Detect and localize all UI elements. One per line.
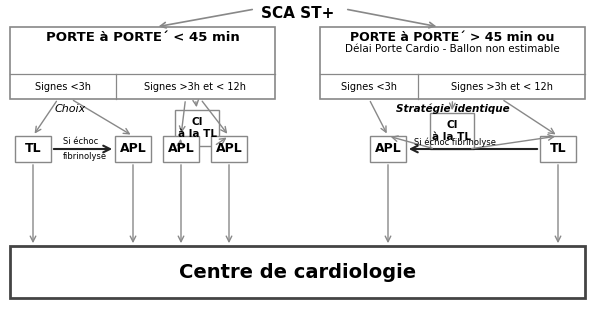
Text: APL: APL (375, 143, 401, 155)
Text: APL: APL (216, 143, 242, 155)
Text: Signes >3h et < 12h: Signes >3h et < 12h (144, 82, 247, 92)
Text: CI
à la TL: CI à la TL (432, 120, 472, 142)
Text: Délai Porte Cardio - Ballon non estimable: Délai Porte Cardio - Ballon non estimabl… (345, 44, 560, 54)
Text: PORTE à PORTE´ > 45 min ou: PORTE à PORTE´ > 45 min ou (350, 31, 555, 44)
Bar (175, 110, 219, 146)
Bar (370, 136, 406, 162)
Bar (163, 136, 199, 162)
Bar (430, 113, 474, 149)
Bar (540, 136, 576, 162)
Bar (115, 136, 151, 162)
Bar (10, 246, 585, 298)
Text: APL: APL (168, 143, 195, 155)
Text: Si échoc: Si échoc (63, 137, 99, 146)
Bar (211, 136, 247, 162)
Text: CI
à la TL: CI à la TL (177, 117, 217, 139)
Bar (10, 27, 275, 99)
Text: fibrinolyse: fibrinolyse (63, 152, 107, 161)
Text: TL: TL (24, 143, 41, 155)
Text: Centre de cardiologie: Centre de cardiologie (179, 263, 416, 281)
Text: APL: APL (119, 143, 146, 155)
Text: PORTE à PORTE´ < 45 min: PORTE à PORTE´ < 45 min (45, 31, 239, 44)
Text: Choix: Choix (55, 104, 86, 114)
Text: Signes <3h: Signes <3h (35, 82, 91, 92)
Text: Signes <3h: Signes <3h (341, 82, 397, 92)
Text: Signes >3h et < 12h: Signes >3h et < 12h (451, 82, 553, 92)
Text: TL: TL (550, 143, 567, 155)
Text: Stratégie identique: Stratégie identique (396, 104, 509, 115)
Text: SCA ST+: SCA ST+ (261, 6, 335, 21)
Bar (320, 27, 585, 99)
Text: Si échoc fibrinolyse: Si échoc fibrinolyse (414, 138, 496, 147)
Bar (15, 136, 51, 162)
